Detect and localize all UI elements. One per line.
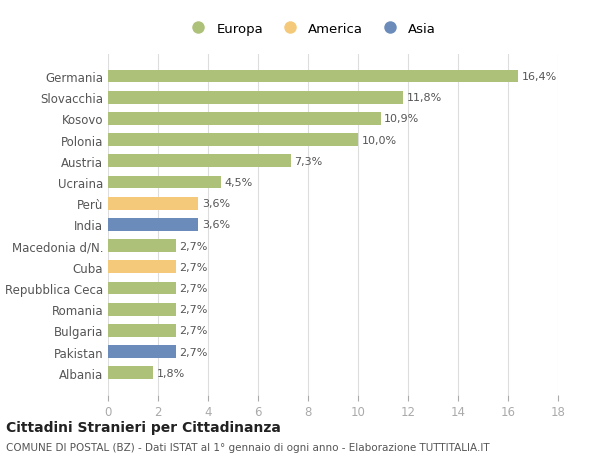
Text: 2,7%: 2,7% bbox=[179, 347, 208, 357]
Text: 10,9%: 10,9% bbox=[384, 114, 419, 124]
Text: Cittadini Stranieri per Cittadinanza: Cittadini Stranieri per Cittadinanza bbox=[6, 420, 281, 435]
Text: 2,7%: 2,7% bbox=[179, 241, 208, 251]
Bar bbox=[108, 303, 176, 316]
Text: 3,6%: 3,6% bbox=[202, 220, 230, 230]
Bar bbox=[108, 92, 403, 104]
Bar bbox=[108, 197, 198, 210]
Text: 2,7%: 2,7% bbox=[179, 262, 208, 272]
Text: 10,0%: 10,0% bbox=[362, 135, 397, 146]
Bar bbox=[108, 282, 176, 295]
Text: 2,7%: 2,7% bbox=[179, 283, 208, 293]
Bar bbox=[108, 176, 221, 189]
Bar bbox=[108, 325, 176, 337]
Bar bbox=[108, 346, 176, 358]
Text: 1,8%: 1,8% bbox=[157, 368, 185, 378]
Legend: Europa, America, Asia: Europa, America, Asia bbox=[180, 17, 441, 41]
Text: 7,3%: 7,3% bbox=[294, 157, 323, 167]
Text: 3,6%: 3,6% bbox=[202, 199, 230, 209]
Bar bbox=[108, 134, 358, 147]
Bar bbox=[108, 367, 153, 379]
Bar bbox=[108, 218, 198, 231]
Text: COMUNE DI POSTAL (BZ) - Dati ISTAT al 1° gennaio di ogni anno - Elaborazione TUT: COMUNE DI POSTAL (BZ) - Dati ISTAT al 1°… bbox=[6, 442, 490, 452]
Bar bbox=[108, 113, 380, 125]
Text: 2,7%: 2,7% bbox=[179, 304, 208, 314]
Text: 2,7%: 2,7% bbox=[179, 326, 208, 336]
Text: 4,5%: 4,5% bbox=[224, 178, 253, 188]
Bar bbox=[108, 240, 176, 252]
Bar bbox=[108, 71, 518, 83]
Bar bbox=[108, 155, 290, 168]
Bar bbox=[108, 261, 176, 274]
Text: 11,8%: 11,8% bbox=[407, 93, 442, 103]
Text: 16,4%: 16,4% bbox=[522, 72, 557, 82]
